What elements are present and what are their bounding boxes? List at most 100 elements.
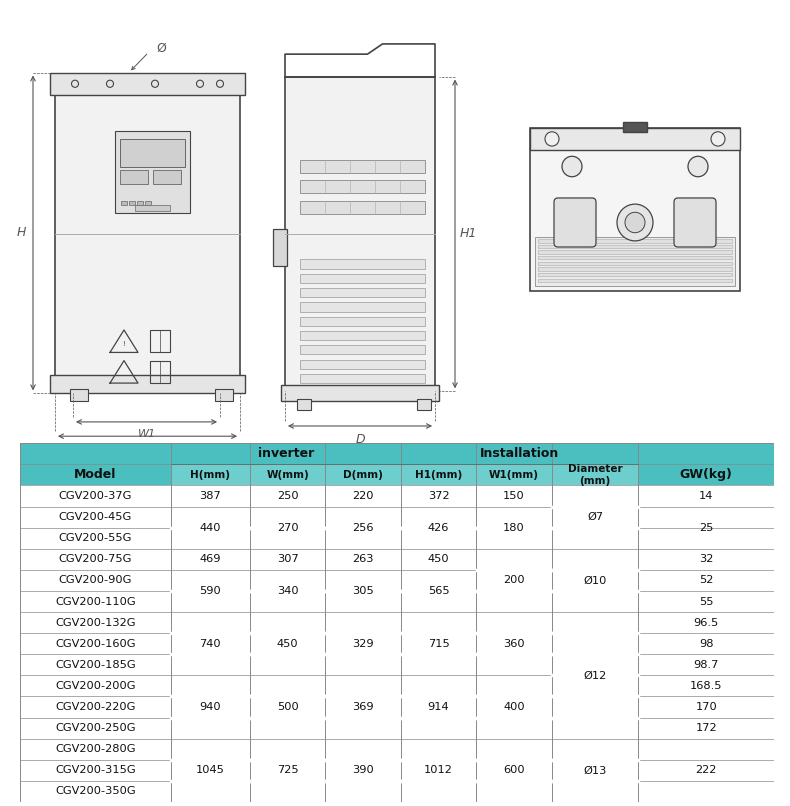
Bar xyxy=(20,443,171,485)
Text: 263: 263 xyxy=(352,555,374,564)
Text: 307: 307 xyxy=(276,555,299,564)
Bar xyxy=(535,237,735,286)
Text: CGV200-280G: CGV200-280G xyxy=(55,744,135,754)
Text: H: H xyxy=(17,226,26,239)
Circle shape xyxy=(625,212,645,233)
Text: 600: 600 xyxy=(503,766,525,775)
Text: 500: 500 xyxy=(276,702,299,712)
Text: W1: W1 xyxy=(137,429,156,439)
Bar xyxy=(300,160,425,173)
Text: 200: 200 xyxy=(503,575,525,585)
Bar xyxy=(153,170,181,185)
Bar xyxy=(50,375,245,393)
Bar xyxy=(538,251,732,254)
Bar xyxy=(70,389,88,401)
Bar xyxy=(171,464,250,485)
Text: 400: 400 xyxy=(503,702,525,712)
Text: CGV200-37G: CGV200-37G xyxy=(58,491,132,501)
Text: 469: 469 xyxy=(200,555,221,564)
Text: 150: 150 xyxy=(503,491,525,501)
Circle shape xyxy=(562,156,582,177)
Bar xyxy=(476,464,551,485)
Bar xyxy=(137,201,143,205)
Text: 340: 340 xyxy=(276,586,299,596)
Text: CGV200-185G: CGV200-185G xyxy=(55,660,136,670)
Text: Ø7: Ø7 xyxy=(587,512,603,522)
Text: CGV200-160G: CGV200-160G xyxy=(55,638,135,649)
Text: CGV200-75G: CGV200-75G xyxy=(58,555,132,564)
Text: CGV200-55G: CGV200-55G xyxy=(58,534,132,543)
Text: 390: 390 xyxy=(352,766,374,775)
Bar xyxy=(538,268,732,271)
Bar xyxy=(300,359,425,369)
Bar xyxy=(300,374,425,383)
Bar xyxy=(325,464,401,485)
Text: W: W xyxy=(142,443,153,453)
Text: 170: 170 xyxy=(695,702,717,712)
Bar xyxy=(20,612,774,634)
Text: 25: 25 xyxy=(699,523,713,533)
Text: Installation: Installation xyxy=(480,447,559,460)
Text: 270: 270 xyxy=(276,523,299,533)
Bar xyxy=(300,345,425,355)
Text: H(mm): H(mm) xyxy=(190,470,230,480)
Text: Ø10: Ø10 xyxy=(583,575,607,585)
Text: 32: 32 xyxy=(699,555,713,564)
Bar xyxy=(538,273,732,276)
Text: 1012: 1012 xyxy=(424,766,453,775)
Bar xyxy=(20,528,774,549)
Text: 98: 98 xyxy=(699,638,713,649)
Text: 250: 250 xyxy=(276,491,299,501)
Bar xyxy=(300,317,425,326)
Bar xyxy=(250,464,325,485)
Bar xyxy=(300,260,425,268)
Text: 940: 940 xyxy=(199,702,221,712)
Bar xyxy=(20,507,774,528)
Bar xyxy=(281,385,439,401)
Bar xyxy=(401,443,638,464)
Bar xyxy=(20,781,774,802)
Text: 725: 725 xyxy=(276,766,299,775)
Bar xyxy=(20,696,774,717)
Text: CGV200-110G: CGV200-110G xyxy=(55,596,136,607)
Bar xyxy=(20,654,774,675)
Text: 305: 305 xyxy=(352,586,374,596)
Bar xyxy=(538,245,732,248)
Text: 256: 256 xyxy=(352,523,374,533)
Bar xyxy=(20,634,774,654)
Text: GW(kg): GW(kg) xyxy=(680,468,733,481)
Text: D: D xyxy=(356,433,365,447)
Text: 715: 715 xyxy=(427,638,450,649)
Text: W(mm): W(mm) xyxy=(266,470,309,480)
Bar xyxy=(145,201,151,205)
Bar xyxy=(300,201,425,214)
Bar xyxy=(538,262,732,265)
Text: CGV200-350G: CGV200-350G xyxy=(55,787,136,796)
Circle shape xyxy=(711,131,725,146)
Bar xyxy=(120,170,148,185)
Bar xyxy=(401,464,476,485)
Bar xyxy=(150,330,170,352)
Text: 369: 369 xyxy=(352,702,374,712)
Text: 220: 220 xyxy=(352,491,374,501)
Text: 387: 387 xyxy=(199,491,221,501)
Text: CGV200-90G: CGV200-90G xyxy=(58,575,132,585)
Text: 360: 360 xyxy=(503,638,525,649)
Text: 55: 55 xyxy=(699,596,713,607)
Circle shape xyxy=(545,131,559,146)
Text: 565: 565 xyxy=(427,586,450,596)
Text: 372: 372 xyxy=(427,491,450,501)
Text: 590: 590 xyxy=(199,586,221,596)
Bar xyxy=(129,201,135,205)
Text: CGV200-250G: CGV200-250G xyxy=(55,723,135,733)
Bar xyxy=(530,127,740,291)
Bar xyxy=(50,73,245,95)
Text: 172: 172 xyxy=(695,723,717,733)
Bar xyxy=(300,181,425,193)
Text: 222: 222 xyxy=(696,766,717,775)
Bar xyxy=(285,77,435,391)
Bar xyxy=(20,570,774,591)
Text: H1(mm): H1(mm) xyxy=(415,470,462,480)
Text: 96.5: 96.5 xyxy=(694,617,719,628)
Bar xyxy=(538,239,732,243)
